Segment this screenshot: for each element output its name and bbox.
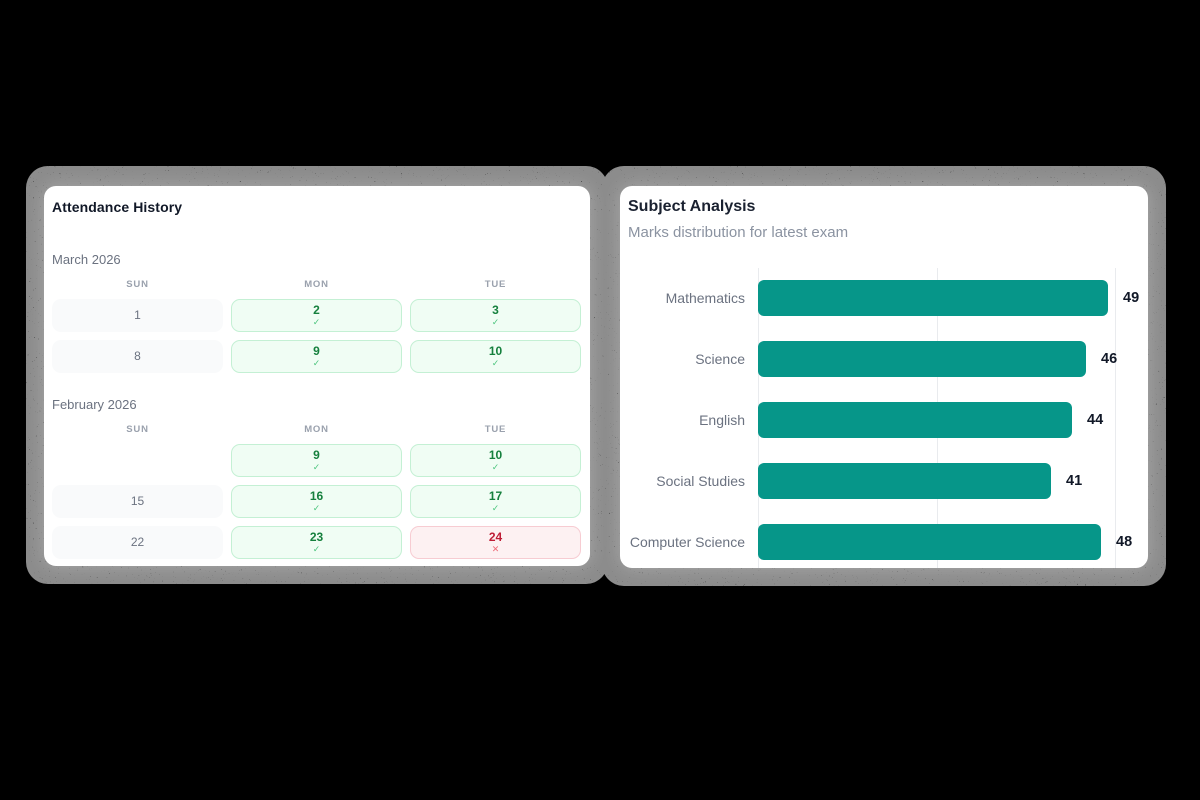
day-number: 15 — [130, 494, 145, 509]
day-cell[interactable]: 16 ✓ — [231, 485, 402, 518]
day-cell[interactable]: 15 — [52, 485, 223, 518]
subject-card-subtitle: Marks distribution for latest exam — [628, 224, 849, 241]
day-number: 8 — [134, 349, 141, 364]
subject-card-title: Subject Analysis — [628, 198, 756, 215]
day-of-week-header: SUN — [126, 279, 149, 290]
check-icon: ✓ — [491, 357, 500, 368]
day-number: 22 — [130, 535, 145, 550]
day-cell[interactable]: 10 ✓ — [410, 444, 581, 477]
check-icon: ✓ — [491, 502, 500, 513]
chart-category-label: English — [699, 412, 745, 428]
day-number: 23 — [309, 529, 324, 544]
chart-row: Science 46 — [620, 329, 1148, 390]
day-number: 10 — [488, 343, 503, 358]
check-icon: ✓ — [491, 461, 500, 472]
attendance-card-title: Attendance History — [52, 199, 183, 215]
week-row: 9 ✓ 10 ✓ — [52, 444, 581, 477]
empty-day-cell — [52, 444, 223, 477]
marks-bar-chart: Mathematics 49 Science 46 English 44 Social St… — [620, 186, 1148, 568]
day-number: 1 — [134, 308, 141, 323]
chart-value-label: 41 — [1066, 473, 1083, 489]
chart-row: Social Studies 41 — [620, 451, 1148, 512]
chart-bar — [758, 280, 1108, 316]
day-number: 3 — [492, 302, 499, 317]
chart-gridline — [1115, 268, 1116, 568]
day-number: 17 — [488, 488, 503, 503]
cross-icon: ✕ — [491, 543, 500, 554]
day-cell[interactable]: 3 ✓ — [410, 299, 581, 332]
day-cell[interactable]: 9 ✓ — [231, 444, 402, 477]
day-of-week-header: TUE — [484, 279, 507, 290]
chart-bar — [758, 463, 1051, 499]
day-cell[interactable]: 8 — [52, 340, 223, 373]
chart-value-label: 48 — [1116, 534, 1133, 550]
subject-analysis-card: Subject Analysis Marks distribution for … — [620, 186, 1148, 568]
check-icon: ✓ — [491, 316, 500, 327]
day-cell[interactable]: 10 ✓ — [410, 340, 581, 373]
day-of-week-header-row: SUN MON TUE — [52, 279, 580, 290]
day-cell[interactable]: 9 ✓ — [231, 340, 402, 373]
day-of-week-header: MON — [304, 424, 329, 435]
check-icon: ✓ — [312, 357, 321, 368]
check-icon: ✓ — [312, 543, 321, 554]
day-number: 16 — [309, 488, 324, 503]
attendance-history-card: Attendance History March 2026 SUN MON TUE 1 2… — [44, 186, 590, 566]
day-number: 9 — [313, 447, 320, 462]
chart-bar — [758, 402, 1072, 438]
week-row: 8 9 ✓ 10 ✓ — [52, 340, 581, 373]
check-icon: ✓ — [312, 461, 321, 472]
chart-bar — [758, 524, 1101, 560]
month-label: March 2026 — [52, 252, 121, 267]
month-label: February 2026 — [52, 397, 137, 412]
day-number: 2 — [313, 302, 320, 317]
month-section: March 2026 SUN MON TUE 1 2 ✓ 3 ✓ 8 9 ✓ 10 ✓ — [52, 252, 581, 373]
chart-value-label: 49 — [1123, 290, 1140, 306]
chart-category-label: Mathematics — [665, 290, 745, 306]
day-cell[interactable]: 22 — [52, 526, 223, 559]
day-of-week-header-row: SUN MON TUE — [52, 424, 580, 435]
month-section: February 2026 SUN MON TUE 9 ✓ 10 ✓ 15 16 ✓ 17 ✓ 22 23 ✓… — [52, 397, 581, 559]
day-number: 9 — [313, 343, 320, 358]
day-of-week-header: SUN — [126, 424, 149, 435]
day-cell[interactable]: 2 ✓ — [231, 299, 402, 332]
day-cell[interactable]: 23 ✓ — [231, 526, 402, 559]
chart-category-label: Science — [695, 351, 745, 367]
day-of-week-header: MON — [304, 279, 329, 290]
chart-row: Mathematics 49 — [620, 268, 1148, 329]
day-number: 10 — [488, 447, 503, 462]
day-cell[interactable]: 17 ✓ — [410, 485, 581, 518]
day-cell[interactable]: 24 ✕ — [410, 526, 581, 559]
attendance-months-container: March 2026 SUN MON TUE 1 2 ✓ 3 ✓ 8 9 ✓ 10 ✓ February 2… — [52, 252, 581, 559]
day-number: 24 — [488, 529, 503, 544]
week-row: 15 16 ✓ 17 ✓ — [52, 485, 581, 518]
chart-bar — [758, 341, 1086, 377]
chart-value-label: 46 — [1101, 351, 1118, 367]
chart-value-label: 44 — [1087, 412, 1104, 428]
chart-row: Computer Science 48 — [620, 512, 1148, 568]
chart-category-label: Social Studies — [656, 473, 745, 489]
check-icon: ✓ — [312, 502, 321, 513]
day-of-week-header: TUE — [484, 424, 507, 435]
check-icon: ✓ — [312, 316, 321, 327]
week-row: 1 2 ✓ 3 ✓ — [52, 299, 581, 332]
chart-row: English 44 — [620, 390, 1148, 451]
week-row: 22 23 ✓ 24 ✕ — [52, 526, 581, 559]
chart-category-label: Computer Science — [629, 534, 745, 550]
day-cell[interactable]: 1 — [52, 299, 223, 332]
